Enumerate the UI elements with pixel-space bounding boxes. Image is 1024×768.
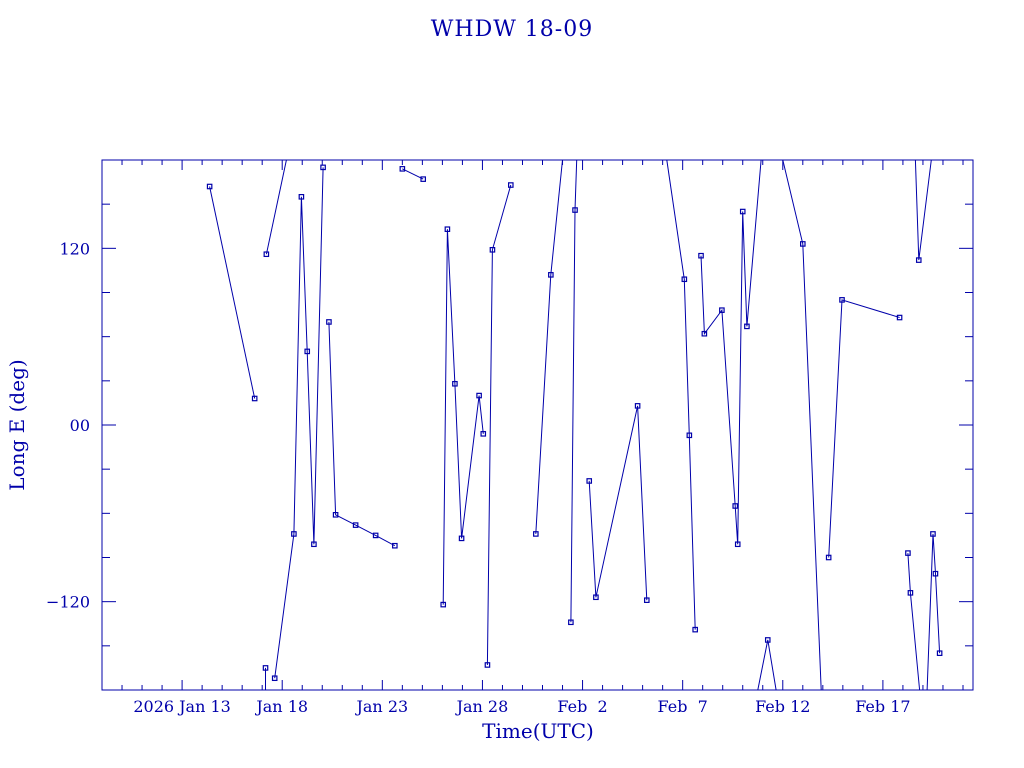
data-point bbox=[930, 531, 936, 537]
series-segment bbox=[265, 159, 287, 255]
data-point bbox=[932, 570, 939, 577]
longitude-points bbox=[206, 164, 943, 682]
data-point bbox=[734, 541, 741, 548]
chart-title: WHDW 18-09 bbox=[431, 17, 593, 42]
data-point bbox=[825, 554, 832, 561]
data-point bbox=[698, 252, 704, 259]
data-point bbox=[744, 323, 750, 330]
data-point bbox=[392, 542, 398, 549]
series-segment bbox=[570, 159, 578, 623]
data-point bbox=[476, 392, 482, 399]
data-point bbox=[352, 522, 359, 528]
data-point bbox=[915, 257, 922, 263]
x-tick-label: Jan 23 bbox=[354, 697, 408, 716]
data-point bbox=[568, 619, 574, 626]
data-point bbox=[332, 512, 339, 518]
data-point bbox=[291, 531, 297, 537]
data-point bbox=[298, 194, 305, 200]
data-point bbox=[271, 675, 278, 682]
series-segment bbox=[828, 299, 900, 558]
y-tick-label: 120 bbox=[59, 239, 90, 258]
data-point bbox=[905, 550, 911, 556]
longitude-series bbox=[209, 159, 941, 691]
series-segment bbox=[588, 405, 648, 601]
data-point bbox=[936, 650, 943, 656]
data-point bbox=[262, 665, 269, 671]
data-point bbox=[484, 662, 491, 668]
data-point bbox=[440, 601, 447, 608]
data-point bbox=[480, 431, 487, 437]
series-segment bbox=[914, 159, 932, 261]
data-point bbox=[686, 432, 693, 439]
data-point bbox=[420, 176, 427, 182]
series-segment bbox=[328, 321, 396, 547]
data-point bbox=[206, 183, 213, 190]
y-tick-label: −120 bbox=[46, 593, 90, 612]
x-axis-label: Time(UTC) bbox=[482, 719, 594, 743]
series-segment bbox=[757, 639, 777, 691]
y-axis-ticks: −120 00 120 bbox=[46, 159, 973, 691]
data-point bbox=[508, 182, 514, 188]
x-tick-label: Feb 2 bbox=[557, 697, 607, 716]
plot-frame bbox=[101, 159, 974, 691]
series-segment bbox=[209, 186, 256, 399]
data-point bbox=[701, 330, 708, 337]
data-point bbox=[326, 319, 332, 325]
data-point bbox=[593, 594, 599, 601]
x-tick-label: 2026 Jan 13 bbox=[133, 697, 231, 716]
data-point bbox=[764, 637, 771, 643]
series-segment bbox=[782, 159, 822, 691]
y-tick-label: 00 bbox=[70, 416, 90, 435]
series-segment bbox=[535, 159, 563, 534]
data-point bbox=[719, 307, 725, 313]
data-point bbox=[839, 297, 845, 303]
series-segment bbox=[926, 533, 941, 691]
y-axis-label: Long E (deg) bbox=[5, 359, 29, 490]
data-point bbox=[399, 166, 406, 172]
x-tick-label: Feb 7 bbox=[658, 697, 708, 716]
series-segment bbox=[907, 553, 921, 691]
data-point bbox=[586, 478, 593, 484]
data-point bbox=[458, 535, 465, 542]
data-point bbox=[444, 226, 451, 232]
series-segment bbox=[274, 167, 324, 679]
data-point bbox=[907, 590, 914, 596]
data-point bbox=[304, 348, 311, 355]
data-point bbox=[372, 532, 379, 539]
series-segment bbox=[402, 168, 424, 180]
data-point bbox=[732, 503, 739, 509]
data-point bbox=[572, 207, 578, 213]
data-point bbox=[634, 403, 641, 409]
data-point bbox=[739, 208, 746, 215]
series-segment bbox=[700, 159, 762, 545]
data-point bbox=[533, 531, 539, 537]
data-point bbox=[452, 380, 458, 387]
series-segment bbox=[666, 159, 696, 630]
data-point bbox=[263, 251, 270, 258]
data-point bbox=[800, 241, 806, 247]
data-point bbox=[681, 276, 688, 283]
data-point bbox=[311, 541, 317, 548]
data-point bbox=[643, 597, 650, 603]
data-point bbox=[320, 164, 326, 171]
data-point bbox=[692, 626, 698, 633]
series-segment bbox=[442, 229, 484, 605]
series-segment bbox=[486, 184, 512, 666]
x-tick-label: Feb 12 bbox=[755, 697, 810, 716]
x-tick-label: Jan 28 bbox=[455, 697, 509, 716]
x-tick-label: Feb 17 bbox=[855, 697, 910, 716]
data-point bbox=[251, 395, 258, 402]
x-axis-ticks: 2026 Jan 13 Jan 18 Jan 23 Jan 28 Feb 2 Feb 7 F… bbox=[101, 160, 964, 716]
data-point bbox=[489, 247, 496, 253]
data-point bbox=[548, 272, 554, 278]
x-tick-label: Jan 18 bbox=[254, 697, 308, 716]
data-point bbox=[896, 314, 903, 321]
